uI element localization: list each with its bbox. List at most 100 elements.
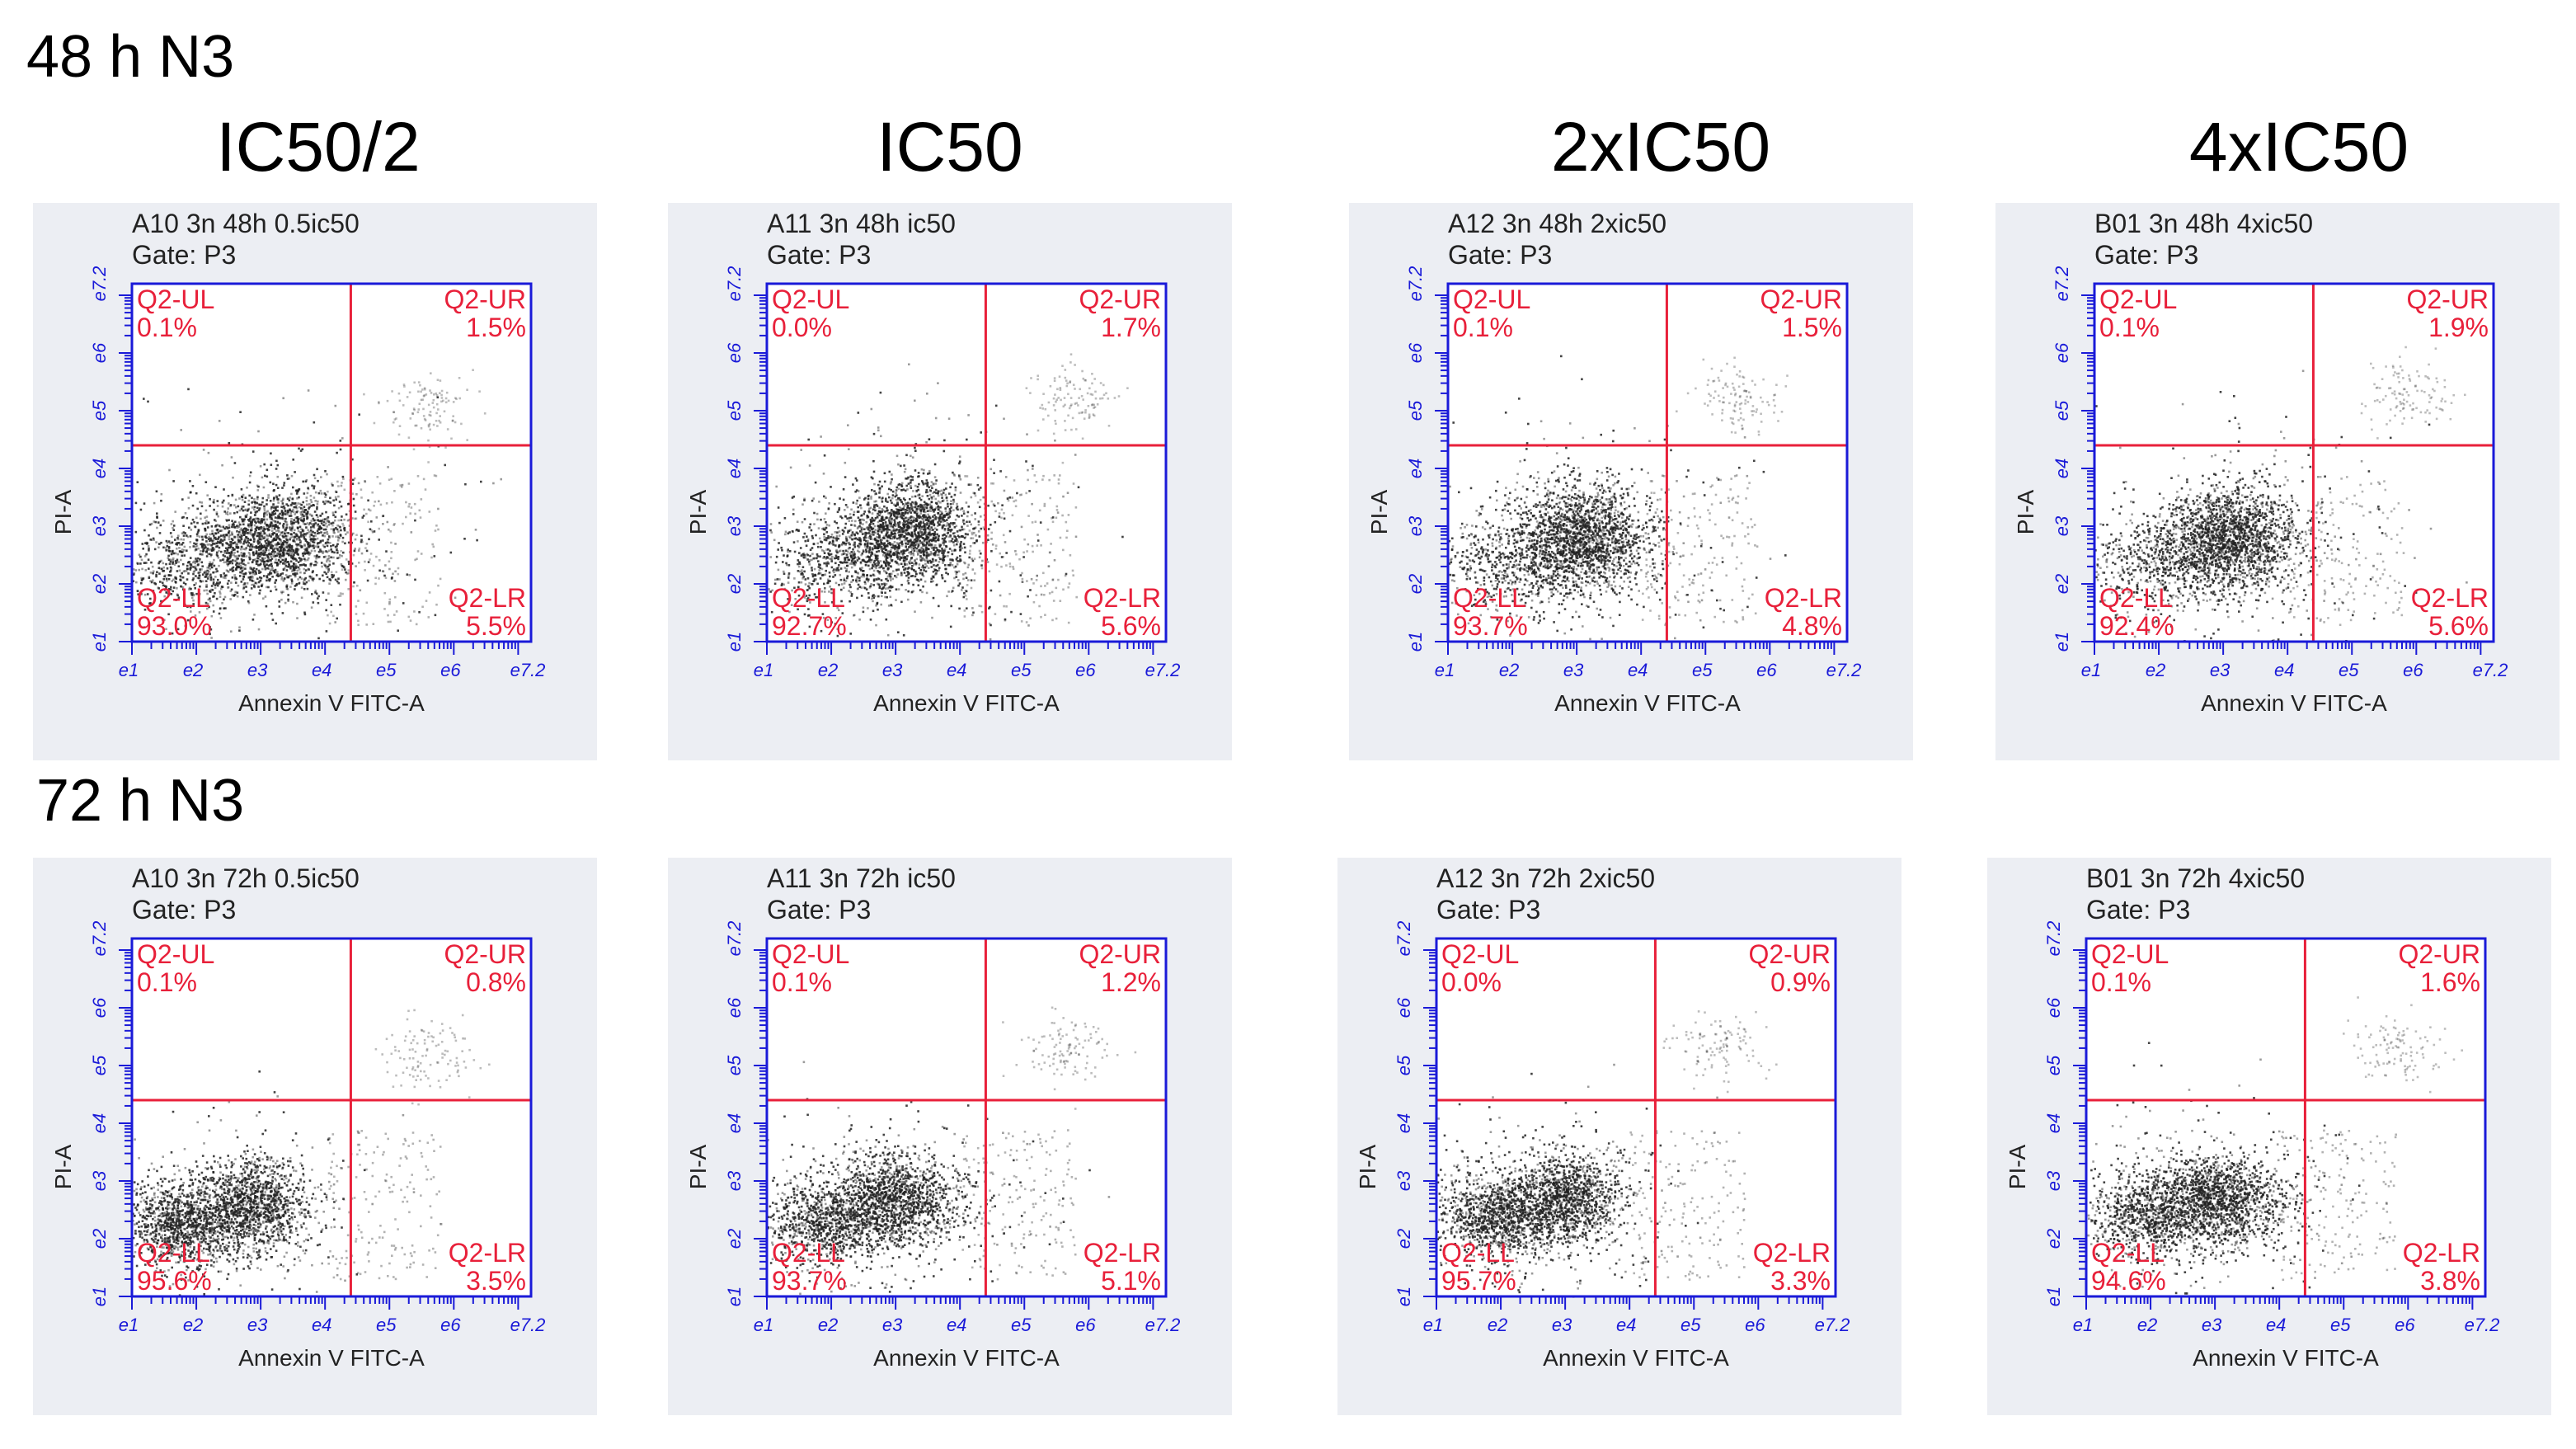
event-dot bbox=[292, 550, 295, 553]
event-dot bbox=[182, 539, 185, 541]
event-dot bbox=[856, 596, 858, 600]
event-dot bbox=[183, 545, 186, 548]
event-dot bbox=[935, 529, 938, 531]
event-dot bbox=[310, 520, 313, 522]
event-dot bbox=[945, 535, 947, 538]
event-dot bbox=[367, 499, 369, 502]
event-dot bbox=[331, 511, 335, 514]
event-dot bbox=[435, 394, 439, 397]
event-dot bbox=[213, 558, 215, 562]
event-dot bbox=[285, 552, 289, 555]
event-dot bbox=[312, 601, 315, 604]
event-dot bbox=[205, 533, 208, 536]
event-dot bbox=[925, 531, 928, 534]
event-dot bbox=[237, 554, 241, 557]
event-dot bbox=[204, 535, 207, 538]
event-dot bbox=[171, 541, 174, 544]
event-dot bbox=[331, 524, 334, 527]
event-dot bbox=[219, 617, 223, 619]
event-dot bbox=[946, 514, 948, 516]
event-dot bbox=[919, 530, 921, 534]
event-dot bbox=[341, 475, 345, 478]
event-dot bbox=[925, 549, 928, 553]
event-dot bbox=[958, 607, 961, 610]
event-dot bbox=[214, 486, 217, 488]
event-dot bbox=[284, 510, 287, 512]
event-dot bbox=[289, 515, 293, 517]
event-dot bbox=[914, 546, 917, 549]
event-dot bbox=[928, 528, 931, 531]
event-dot bbox=[365, 601, 369, 605]
event-dot bbox=[925, 557, 928, 559]
event-dot bbox=[938, 549, 940, 552]
event-dot bbox=[939, 549, 942, 553]
event-dot bbox=[948, 535, 951, 539]
event-dot bbox=[221, 602, 223, 605]
event-dot bbox=[422, 395, 425, 398]
event-dot bbox=[907, 521, 910, 524]
event-dot bbox=[378, 401, 380, 403]
event-dot bbox=[885, 553, 887, 557]
event-dot bbox=[949, 486, 952, 489]
event-dot bbox=[883, 480, 886, 483]
event-dot bbox=[885, 527, 887, 530]
event-dot bbox=[948, 515, 952, 518]
event-dot bbox=[234, 498, 237, 501]
event-dot bbox=[294, 566, 298, 568]
event-dot bbox=[872, 477, 874, 480]
event-dot bbox=[336, 617, 338, 620]
event-dot bbox=[341, 554, 343, 557]
event-dot bbox=[296, 537, 298, 540]
event-dot bbox=[270, 590, 272, 593]
event-dot bbox=[137, 590, 139, 593]
event-dot bbox=[958, 460, 961, 463]
event-dot bbox=[1003, 417, 1005, 421]
event-dot bbox=[480, 480, 482, 483]
event-dot bbox=[313, 473, 316, 477]
event-dot bbox=[285, 542, 289, 544]
event-dot bbox=[778, 578, 781, 581]
event-dot bbox=[300, 510, 303, 513]
event-dot bbox=[282, 397, 284, 400]
event-dot bbox=[285, 521, 288, 524]
event-dot bbox=[928, 541, 930, 543]
event-dot bbox=[269, 515, 271, 518]
event-dot bbox=[210, 539, 213, 542]
event-dot bbox=[271, 525, 275, 527]
event-dot bbox=[253, 524, 256, 527]
event-dot bbox=[849, 633, 852, 635]
event-dot bbox=[254, 517, 257, 520]
event-dot bbox=[904, 556, 906, 558]
event-dot bbox=[427, 616, 430, 619]
event-dot bbox=[910, 562, 914, 564]
event-dot bbox=[801, 569, 803, 572]
event-dot bbox=[255, 529, 257, 532]
event-dot bbox=[930, 545, 933, 548]
event-dot bbox=[888, 556, 891, 558]
event-dot bbox=[836, 551, 839, 554]
event-dot bbox=[220, 539, 223, 541]
event-dot bbox=[939, 543, 942, 547]
event-dot bbox=[219, 590, 221, 593]
event-dot bbox=[908, 527, 910, 529]
event-dot bbox=[966, 510, 970, 514]
event-dot bbox=[199, 568, 201, 571]
event-dot bbox=[245, 527, 247, 530]
event-dot bbox=[210, 588, 213, 591]
event-dot bbox=[877, 557, 879, 560]
event-dot bbox=[310, 514, 313, 517]
event-dot bbox=[284, 534, 287, 537]
event-dot bbox=[921, 506, 924, 509]
event-dot bbox=[268, 534, 271, 537]
event-dot bbox=[871, 558, 873, 562]
event-dot bbox=[236, 595, 239, 598]
event-dot bbox=[329, 501, 332, 504]
event-dot bbox=[301, 553, 304, 555]
event-dot bbox=[190, 596, 194, 600]
event-dot bbox=[216, 528, 219, 531]
event-dot bbox=[881, 519, 884, 521]
event-dot bbox=[259, 522, 262, 525]
event-dot bbox=[332, 499, 335, 502]
event-dot bbox=[977, 488, 980, 491]
event-dot bbox=[322, 579, 325, 582]
